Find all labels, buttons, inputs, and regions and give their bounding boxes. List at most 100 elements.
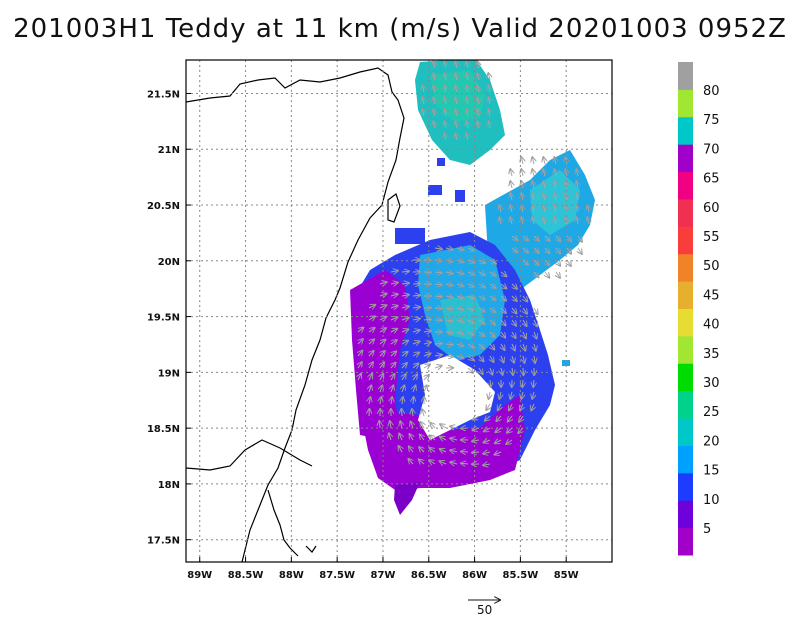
wind-arrow xyxy=(456,332,464,334)
wind-arrow xyxy=(461,452,469,453)
colorbar-label: 65 xyxy=(703,172,720,187)
wind-arrow xyxy=(390,340,397,344)
wind-arrow xyxy=(488,85,490,93)
wind-arrow xyxy=(488,109,490,117)
wind-arrow xyxy=(444,97,446,105)
wind-arrow xyxy=(512,308,517,313)
wind-arrow xyxy=(369,339,374,344)
wind-arrow xyxy=(543,193,545,201)
wind-arrow xyxy=(455,121,457,129)
wind-patch xyxy=(455,190,465,202)
wind-arrow xyxy=(445,344,453,345)
wind-arrow xyxy=(501,367,503,375)
wind-arrow xyxy=(576,217,578,225)
wind-arrow xyxy=(390,421,391,429)
wind-arrow xyxy=(411,422,414,429)
wind-arrow xyxy=(455,73,457,81)
wind-arrow xyxy=(565,205,567,213)
wind-arrow xyxy=(523,307,527,314)
wind-arrow xyxy=(455,109,457,117)
wind-arrow xyxy=(499,205,501,213)
wind-arrow xyxy=(456,356,464,358)
map-grid xyxy=(186,60,612,562)
wind-arrow xyxy=(408,459,413,464)
wind-arrow xyxy=(479,367,483,374)
colorbar-label: 20 xyxy=(703,434,720,449)
wind-arrow xyxy=(358,351,362,356)
wind-arrow xyxy=(512,319,516,326)
wind-arrow xyxy=(467,344,474,348)
wind-arrow xyxy=(456,248,464,250)
wind-arrow xyxy=(380,397,381,405)
colorbar-label: 70 xyxy=(703,142,720,157)
wind-arrow xyxy=(523,248,528,253)
wind-arrow xyxy=(390,283,398,285)
coastline-island-cozumel xyxy=(387,193,401,223)
lat-tick-label: 18N xyxy=(158,480,180,491)
wind-arrow xyxy=(521,181,523,189)
colorbar-label: 55 xyxy=(703,230,720,245)
wind-arrow xyxy=(401,306,409,308)
wind-arrow xyxy=(554,217,556,225)
wind-arrow xyxy=(534,319,537,326)
colorbar-label: 5 xyxy=(703,522,711,537)
wind-arrow xyxy=(554,181,556,189)
wind-arrow xyxy=(578,235,582,242)
colorbar-label: 25 xyxy=(703,405,720,420)
wind-arrow xyxy=(380,374,383,381)
wind-arrow xyxy=(434,355,442,356)
wind-arrow xyxy=(399,434,402,441)
wind-arrow xyxy=(500,272,507,276)
wind-arrow xyxy=(401,341,408,344)
map-title: 201003H1 Teddy at 11 km (m/s) Valid 2020… xyxy=(13,14,787,44)
wind-arrow xyxy=(510,193,512,201)
wind-arrow xyxy=(433,97,435,105)
coastline-cay xyxy=(305,545,317,553)
wind-arrow xyxy=(423,319,431,320)
wind-arrow xyxy=(554,157,556,165)
plot-frame xyxy=(185,59,613,563)
wind-patch xyxy=(395,228,425,244)
wind-arrow xyxy=(456,260,464,262)
lon-tick-label: 86W xyxy=(462,570,487,581)
wind-arrow xyxy=(522,379,523,387)
wind-arrow xyxy=(358,374,361,381)
wind-arrow xyxy=(477,73,479,81)
wind-arrow xyxy=(534,236,539,241)
wind-arrow xyxy=(389,433,391,441)
reference-vector: 50 xyxy=(468,600,500,617)
wind-arrow xyxy=(412,330,420,332)
wind-arrow xyxy=(466,97,468,105)
wind-arrow xyxy=(501,331,505,338)
colorbar-swatch xyxy=(678,198,693,227)
wind-arrow xyxy=(419,447,424,452)
wind-arrow xyxy=(444,73,446,81)
colorbar-label: 45 xyxy=(703,288,720,303)
wind-arrow xyxy=(490,308,495,312)
wind-arrow xyxy=(390,317,397,320)
wind-arrow xyxy=(401,352,408,356)
wind-arrow xyxy=(433,85,435,93)
wind-arrow xyxy=(402,409,403,417)
wind-arrow xyxy=(368,305,375,308)
wind-arrow xyxy=(444,85,446,93)
wind-arrow xyxy=(434,344,442,345)
wind-arrow xyxy=(445,272,453,274)
wind-arrow xyxy=(434,366,442,368)
wind-arrow xyxy=(400,421,402,429)
wind-arrow xyxy=(379,421,380,429)
wind-arrow xyxy=(466,73,468,81)
wind-arrow xyxy=(501,308,506,313)
wind-arrow xyxy=(532,193,534,201)
wind-arrow xyxy=(534,272,539,277)
wind-arrow xyxy=(450,438,458,440)
wind-patch xyxy=(562,360,570,366)
lon-tick-label: 88W xyxy=(279,570,304,581)
colorbar-swatch xyxy=(678,281,693,309)
wind-arrow xyxy=(576,205,578,213)
wind-arrow xyxy=(472,440,480,441)
wind-arrow xyxy=(413,364,418,369)
wind-arrow xyxy=(369,351,374,356)
wind-arrow xyxy=(434,296,442,297)
wind-arrow xyxy=(421,422,425,429)
